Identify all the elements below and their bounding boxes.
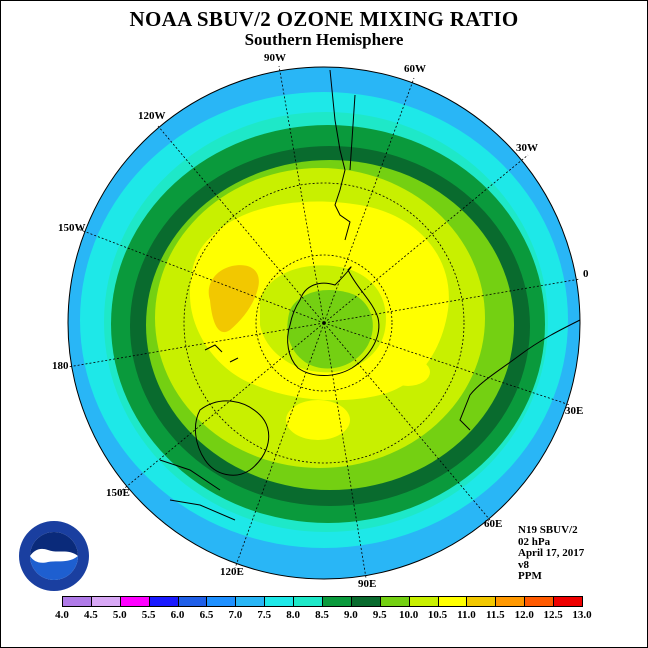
australia-coast: [194, 400, 270, 476]
legend-tick-label: 7.5: [257, 609, 272, 621]
legend-tick-label: 6.0: [170, 609, 185, 621]
label-150W: 150W: [58, 222, 86, 234]
label-60W: 60W: [404, 63, 426, 75]
africa-coast: [459, 319, 581, 431]
legend-swatch: [495, 596, 526, 607]
legend-swatch: [148, 596, 179, 607]
legend-swatch: [553, 596, 583, 607]
legend-tick-label: 7.0: [228, 609, 243, 621]
legend-swatch: [408, 596, 439, 607]
graticule: [67, 65, 581, 579]
band-11.0: [208, 265, 259, 333]
label-180: 180: [52, 360, 69, 372]
indonesia-coast: [159, 459, 236, 521]
color-legend: 4.0 4.5 5.0 5.5 6.0 6.5 7.0 7.5 8.0 8.5 9.0 9.5 10.0…: [55, 596, 592, 621]
coastlines: [159, 69, 581, 521]
legend-tick-label: 4.5: [84, 609, 98, 621]
legend-tick-label: 11.5: [486, 609, 505, 621]
label-30W: 30W: [516, 142, 538, 154]
legend-swatch: [293, 596, 323, 607]
map-border: [67, 66, 581, 580]
antarctica-coast: [287, 266, 380, 376]
label-90W: 90W: [264, 52, 286, 64]
legend-tick-label: 12.5: [543, 609, 563, 621]
label-90E: 90E: [358, 578, 377, 590]
legend-swatch: [206, 596, 237, 607]
legend-swatch: [322, 596, 352, 607]
info-level: 02 hPa: [518, 535, 551, 548]
info-units: PPM: [518, 570, 542, 582]
label-0: 0: [583, 268, 589, 280]
label-60E: 60E: [484, 518, 503, 530]
legend-tick-label: 12.0: [514, 609, 534, 621]
legend-tick-label: 8.0: [286, 609, 300, 621]
legend-swatch: [90, 596, 121, 607]
legend-swatch: [524, 596, 555, 607]
info-version: v8: [518, 558, 529, 571]
label-120W: 120W: [138, 110, 166, 122]
legend-tick-label: 13.0: [572, 609, 592, 621]
south-america-coast: [329, 69, 356, 241]
noaa-logo: NOAA: [19, 521, 89, 591]
info-instrument: N19 SBUV/2: [518, 524, 578, 536]
map-title: NOAA SBUV/2 OZONE MIXING RATIO: [129, 7, 519, 31]
legend-tick-label: 9.0: [344, 609, 358, 621]
legend-swatch: [264, 596, 295, 607]
legend-tick-label: 10.0: [399, 609, 419, 621]
info-block: N19 SBUV/2 02 hPa April 17, 2017 v8 PPM: [518, 524, 585, 583]
legend-swatch: [119, 596, 150, 607]
legend-swatch: [350, 596, 381, 607]
label-120E: 120E: [220, 566, 244, 578]
label-150E: 150E: [106, 487, 130, 499]
legend-tick-label: 4.0: [55, 609, 69, 621]
new-zealand-coast: [204, 344, 239, 363]
legend-swatch: [62, 596, 92, 607]
legend-swatch: [437, 596, 468, 607]
legend-swatch: [177, 596, 208, 607]
noaa-logo-text: NOAA: [38, 551, 70, 563]
legend-swatch: [466, 596, 497, 607]
label-30E: 30E: [565, 405, 584, 417]
legend-tick-label: 10.5: [427, 609, 448, 621]
legend-tick-label: 5.0: [112, 609, 127, 621]
band-10.5-south: [286, 400, 350, 440]
legend-tick-label: 6.5: [199, 609, 214, 621]
map-subtitle: Southern Hemisphere: [244, 30, 404, 49]
band-9.5-pole: [287, 290, 373, 369]
info-date: April 17, 2017: [518, 547, 585, 559]
legend-swatch: [235, 596, 266, 607]
legend-tick-label: 8.5: [315, 609, 329, 621]
legend-tick-label: 11.0: [457, 609, 476, 621]
legend-tick-label: 9.5: [372, 609, 387, 621]
legend-swatch: [379, 596, 410, 607]
band-10.5-east: [386, 358, 430, 386]
legend-tick-label: 5.5: [141, 609, 156, 621]
